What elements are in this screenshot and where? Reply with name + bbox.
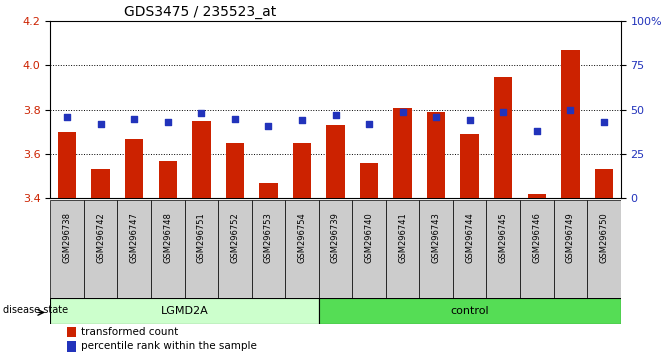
Point [95,121,106,127]
Bar [125,138,144,198]
Point [196,110,207,116]
Bar [67,341,76,352]
Bar [50,200,84,299]
Bar [84,200,117,299]
Text: LGMD2A: LGMD2A [160,306,209,316]
Bar [561,50,580,198]
Text: GSM296738: GSM296738 [62,212,72,263]
Point [599,119,609,125]
Bar [460,134,479,198]
Text: GSM296754: GSM296754 [297,212,307,263]
Bar [486,200,520,299]
Text: disease state: disease state [3,305,68,315]
Bar [285,200,319,299]
Text: GSM296742: GSM296742 [96,212,105,263]
Bar [527,194,546,198]
Point [431,114,442,120]
Bar [185,200,218,299]
Point [229,116,240,121]
Point [397,109,408,114]
Bar [494,76,513,198]
Text: GDS3475 / 235523_at: GDS3475 / 235523_at [124,5,276,19]
Text: GSM296741: GSM296741 [398,212,407,263]
Point [263,123,274,129]
Bar [67,327,76,337]
Bar [427,112,446,198]
Text: GSM296743: GSM296743 [431,212,441,263]
Point [297,118,307,123]
Bar [520,200,554,299]
Bar [453,200,486,299]
Bar [393,108,412,198]
Bar [218,200,252,299]
Text: GSM296751: GSM296751 [197,212,206,263]
Bar [352,200,386,299]
Bar [293,143,311,198]
Text: GSM296749: GSM296749 [566,212,575,263]
Bar [91,170,110,198]
Text: GSM296744: GSM296744 [465,212,474,263]
Text: transformed count: transformed count [81,327,178,337]
Bar [58,132,76,198]
Point [498,109,509,114]
Text: GSM296750: GSM296750 [599,212,609,263]
Text: GSM296752: GSM296752 [230,212,240,263]
Bar [319,200,352,299]
Bar [225,143,244,198]
Bar [554,200,587,299]
Bar [419,200,453,299]
Text: GSM296748: GSM296748 [163,212,172,263]
Bar [192,121,211,198]
Bar [386,200,419,299]
Text: GSM296747: GSM296747 [130,212,139,263]
Bar [587,200,621,299]
Point [464,118,475,123]
Text: GSM296739: GSM296739 [331,212,340,263]
Bar [158,161,177,198]
Text: GSM296746: GSM296746 [532,212,541,263]
Bar [595,170,613,198]
Point [330,112,341,118]
Point [129,116,140,121]
Text: GSM296753: GSM296753 [264,212,273,263]
Point [531,128,542,134]
Point [565,107,576,113]
Text: GSM296740: GSM296740 [364,212,374,263]
Point [162,119,173,125]
Bar [252,200,285,299]
Text: control: control [450,306,489,316]
Bar [360,163,378,198]
Bar [326,125,345,198]
Bar [319,298,621,324]
Point [364,121,374,127]
Text: percentile rank within the sample: percentile rank within the sample [81,342,257,352]
Text: GSM296745: GSM296745 [499,212,508,263]
Bar [259,183,278,198]
Point [62,114,72,120]
Bar [117,200,151,299]
Bar [151,200,185,299]
Bar [50,298,319,324]
